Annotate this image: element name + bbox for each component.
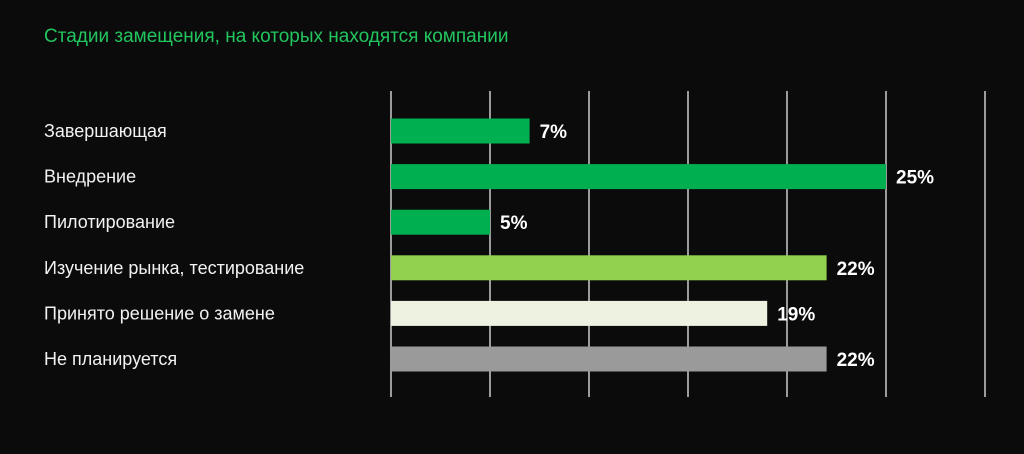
- category-label: Изучение рынка, тестирование: [44, 258, 304, 278]
- category-label: Принято решение о замене: [44, 303, 275, 323]
- category-label: Не планируется: [44, 349, 177, 369]
- category-label: Завершающая: [44, 121, 167, 141]
- bar-5: [391, 300, 768, 326]
- bar-6: [391, 346, 827, 372]
- bar-3: [391, 209, 490, 235]
- value-label: 5%: [500, 213, 528, 234]
- bar-2: [391, 164, 886, 190]
- value-label: 19%: [777, 304, 815, 325]
- bar-1: [391, 118, 530, 144]
- bar-4: [391, 255, 827, 281]
- value-label: 22%: [837, 350, 875, 371]
- value-label: 25%: [896, 168, 934, 189]
- category-label: Пилотирование: [44, 212, 175, 232]
- chart-title: Стадии замещения, на которых находятся к…: [44, 26, 509, 47]
- value-label: 7%: [540, 122, 568, 143]
- value-label: 22%: [837, 259, 875, 280]
- category-label: Внедрение: [44, 167, 136, 187]
